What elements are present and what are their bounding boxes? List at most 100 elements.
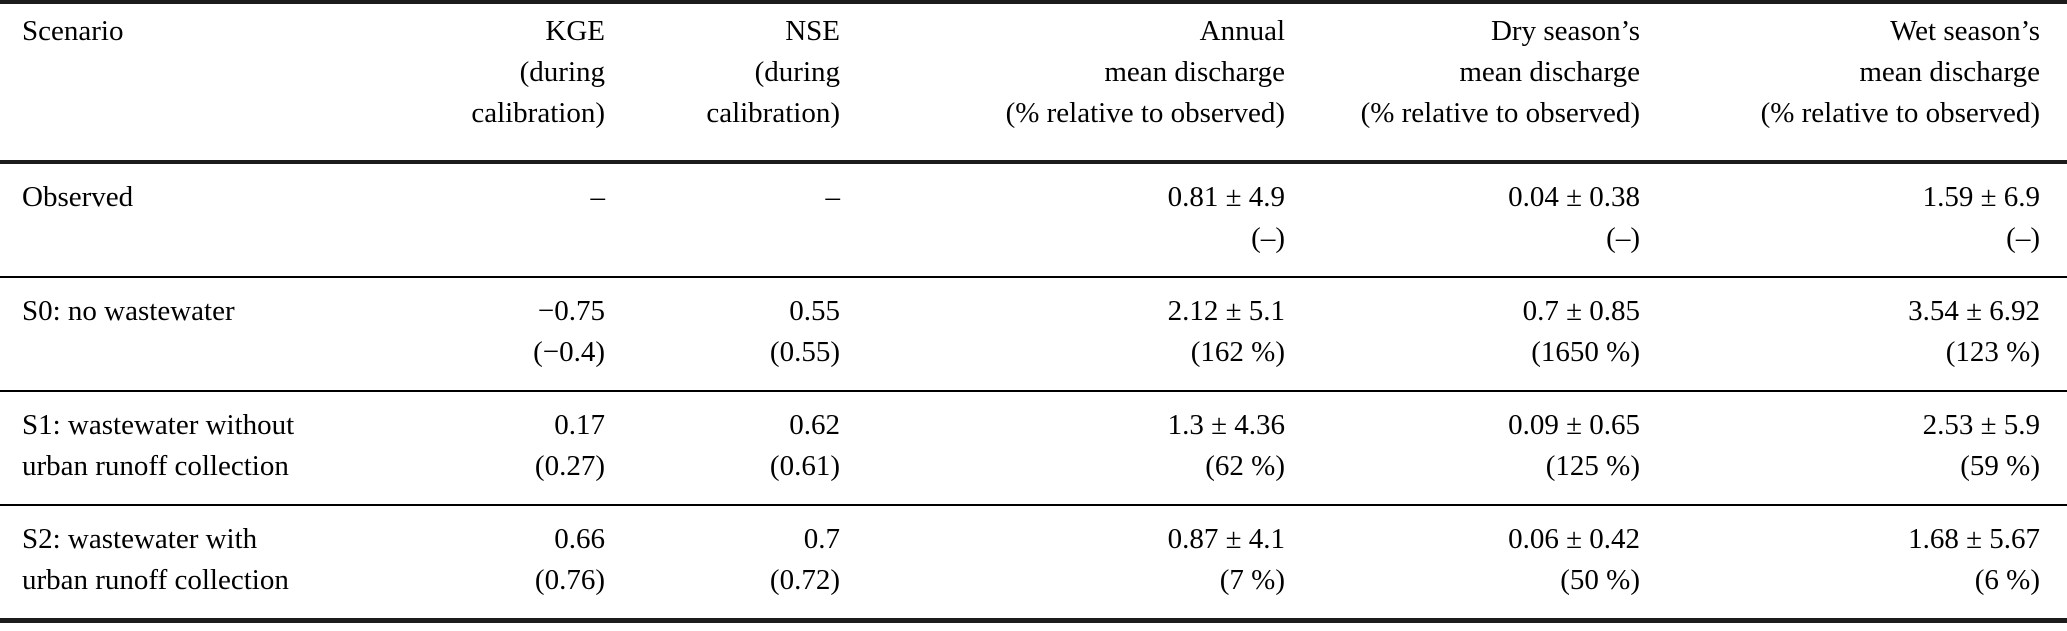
value: – [825,181,841,213]
cell-nse: 0.62 (0.61) [605,391,840,505]
cell-annual-discharge: 2.12 ± 5.1 (162 %) [840,277,1285,391]
header-line: (during [519,56,605,88]
header-row: Scenario KGE (during calibration) NSE (d… [0,2,2067,164]
header-line: Dry season’s [1490,15,1640,47]
header-line [22,52,430,93]
value: 1.68 ± 5.67 [1908,523,2040,555]
scenario-name: S0: no wastewater [22,295,235,327]
cell-kge: 0.66 (0.76) [430,505,605,621]
header-nse: NSE (during calibration) [605,2,840,164]
cell-annual-discharge: 1.3 ± 4.36 (62 %) [840,391,1285,505]
cell-nse: 0.7 (0.72) [605,505,840,621]
value: 0.81 ± 4.9 [1167,181,1285,213]
scenario-name-cont [22,332,430,373]
header-line: Annual [1199,15,1285,47]
value-paren: (–) [1251,222,1285,254]
header-scenario: Scenario [0,2,430,164]
cell-kge: −0.75 (−0.4) [430,277,605,391]
cell-kge: 0.17 (0.27) [430,391,605,505]
value-paren: (6 %) [1974,564,2040,596]
value-paren: (1650 %) [1531,336,1640,368]
value-paren: (0.55) [769,336,840,368]
cell-wet-season-discharge: 1.68 ± 5.67 (6 %) [1640,505,2067,621]
header-line: Scenario [22,15,124,47]
scenario-name-cont: urban runoff collection [22,450,289,482]
value-paren: (162 %) [1190,336,1285,368]
value: 0.17 [554,409,605,441]
table-row-s0: S0: no wastewater −0.75 (−0.4) 0.55 (0.5… [0,277,2067,391]
header-line: NSE [785,15,840,47]
header-line [22,93,430,134]
value: 2.53 ± 5.9 [1922,409,2040,441]
value: 0.7 [803,523,840,555]
value-paren: (–) [1606,222,1640,254]
value-paren [430,218,605,259]
table-row-observed: Observed – – 0.81 ± 4.9 (–) 0.04 ± 0.38 … [0,162,2067,277]
value-paren: (59 %) [1960,450,2040,482]
value: 0.66 [554,523,605,555]
header-line: mean discharge [1459,56,1640,88]
cell-wet-season-discharge: 2.53 ± 5.9 (59 %) [1640,391,2067,505]
header-line: KGE [545,15,605,47]
value: 0.55 [789,295,840,327]
cell-kge: – [430,162,606,277]
cell-nse: 0.55 (0.55) [605,277,840,391]
value: – [590,181,606,213]
scenario-name: S1: wastewater without [22,409,295,441]
value: 0.7 ± 0.85 [1522,295,1640,327]
value: 0.04 ± 0.38 [1508,181,1640,213]
header-line: (% relative to observed) [1360,97,1640,129]
header-dry-season-discharge: Dry season’s mean discharge (% relative … [1285,2,1640,164]
cell-scenario: Observed [0,162,430,277]
cell-dry-season-discharge: 0.09 ± 0.65 (125 %) [1285,391,1640,505]
value-paren: (50 %) [1560,564,1640,596]
cell-scenario: S2: wastewater with urban runoff collect… [0,505,430,621]
value-paren: (7 %) [1219,564,1285,596]
header-line: calibration) [706,97,840,129]
scenario-name: Observed [22,181,134,213]
scenario-name: S2: wastewater with [22,523,258,555]
value-paren: (125 %) [1545,450,1640,482]
table-header: Scenario KGE (during calibration) NSE (d… [0,2,2067,164]
value: 1.59 ± 6.9 [1922,181,2040,213]
header-wet-season-discharge: Wet season’s mean discharge (% relative … [1640,2,2067,164]
header-line: calibration) [471,97,605,129]
value-paren: (0.76) [534,564,605,596]
scenario-name-cont [22,218,430,259]
value-paren [605,218,840,259]
header-line: (during [754,56,840,88]
header-line: Wet season’s [1890,15,2040,47]
cell-scenario: S0: no wastewater [0,277,430,391]
cell-annual-discharge: 0.81 ± 4.9 (–) [840,162,1285,277]
header-line: mean discharge [1104,56,1285,88]
table-body: Observed – – 0.81 ± 4.9 (–) 0.04 ± 0.38 … [0,162,2067,621]
value: 1.3 ± 4.36 [1167,409,1285,441]
value: 0.09 ± 0.65 [1508,409,1640,441]
value-paren: (–) [2006,222,2040,254]
header-annual-discharge: Annual mean discharge (% relative to obs… [840,2,1285,164]
value-paren: (0.27) [534,450,605,482]
cell-scenario: S1: wastewater without urban runoff coll… [0,391,430,505]
cell-annual-discharge: 0.87 ± 4.1 (7 %) [840,505,1285,621]
value-paren: (123 %) [1945,336,2040,368]
value: 0.87 ± 4.1 [1167,523,1285,555]
cell-nse: – [605,162,841,277]
header-line: mean discharge [1859,56,2040,88]
cell-wet-season-discharge: 1.59 ± 6.9 (–) [1640,162,2067,277]
header-line: (% relative to observed) [1760,97,2040,129]
value-paren: (−0.4) [533,336,605,368]
cell-dry-season-discharge: 0.04 ± 0.38 (–) [1285,162,1640,277]
value-paren: (0.72) [769,564,840,596]
scenario-name-cont: urban runoff collection [22,564,289,596]
value-paren: (62 %) [1205,450,1285,482]
header-line: (% relative to observed) [1005,97,1285,129]
value: 0.06 ± 0.42 [1508,523,1640,555]
table-row-s2: S2: wastewater with urban runoff collect… [0,505,2067,621]
value: 3.54 ± 6.92 [1908,295,2040,327]
cell-wet-season-discharge: 3.54 ± 6.92 (123 %) [1640,277,2067,391]
value: −0.75 [537,295,605,327]
cell-dry-season-discharge: 0.06 ± 0.42 (50 %) [1285,505,1640,621]
cell-dry-season-discharge: 0.7 ± 0.85 (1650 %) [1285,277,1640,391]
value: 0.62 [789,409,840,441]
